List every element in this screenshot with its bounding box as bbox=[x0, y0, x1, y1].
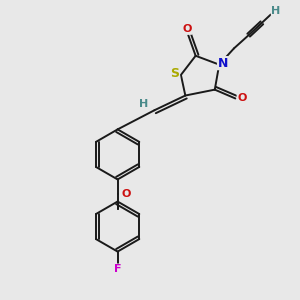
Text: H: H bbox=[272, 6, 280, 16]
Text: S: S bbox=[170, 67, 179, 80]
Text: O: O bbox=[122, 189, 131, 199]
Text: O: O bbox=[237, 93, 247, 103]
Text: F: F bbox=[114, 264, 122, 274]
Text: N: N bbox=[218, 57, 228, 70]
Text: O: O bbox=[182, 24, 191, 34]
Text: H: H bbox=[139, 99, 148, 109]
